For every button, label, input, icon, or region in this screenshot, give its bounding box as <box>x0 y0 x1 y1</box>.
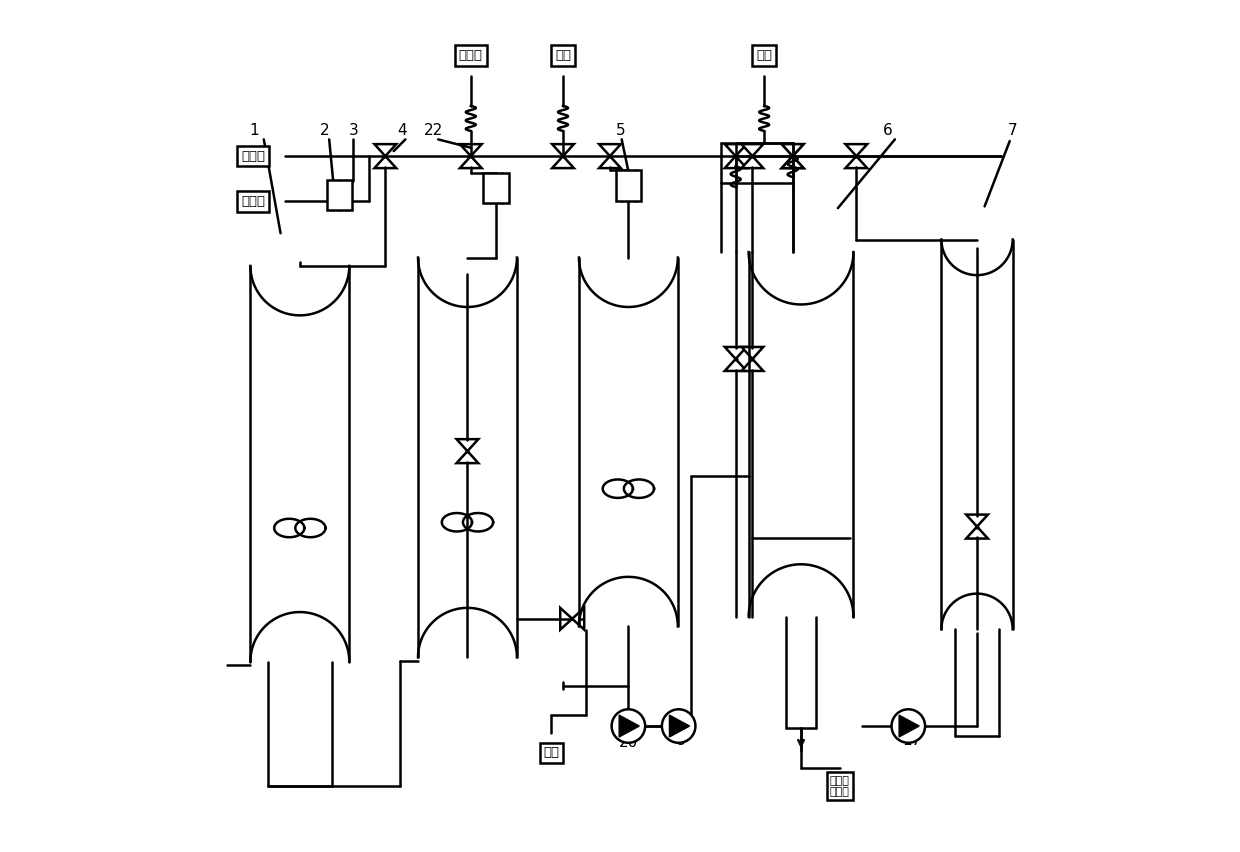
Polygon shape <box>781 144 804 156</box>
Text: 8: 8 <box>676 733 686 748</box>
Text: 碱液: 碱液 <box>556 49 570 62</box>
Text: 6: 6 <box>883 124 893 139</box>
Circle shape <box>611 709 645 743</box>
Text: 活性碳: 活性碳 <box>459 49 482 62</box>
Polygon shape <box>724 347 746 359</box>
Text: 2: 2 <box>320 124 330 139</box>
Polygon shape <box>742 347 764 359</box>
Text: 氯化钯: 氯化钯 <box>241 195 265 208</box>
Polygon shape <box>846 156 867 168</box>
Polygon shape <box>599 156 621 168</box>
Polygon shape <box>670 715 689 737</box>
Text: 1: 1 <box>249 124 259 139</box>
Text: 4: 4 <box>397 124 407 139</box>
Text: 洗涤液
排放口: 洗涤液 排放口 <box>830 775 849 797</box>
Text: 除盐水: 除盐水 <box>241 150 265 163</box>
Polygon shape <box>724 359 746 371</box>
Bar <box>484 173 508 203</box>
Bar <box>616 170 641 200</box>
Polygon shape <box>742 144 764 156</box>
Polygon shape <box>724 144 746 156</box>
Polygon shape <box>742 156 764 168</box>
Polygon shape <box>724 156 746 168</box>
Polygon shape <box>846 144 867 156</box>
Polygon shape <box>374 156 397 168</box>
Text: 22: 22 <box>424 124 443 139</box>
Text: 3: 3 <box>348 124 358 139</box>
Text: 20: 20 <box>619 735 639 751</box>
Polygon shape <box>456 439 479 452</box>
Text: 氮气: 氮气 <box>756 49 773 62</box>
Text: 19: 19 <box>539 752 558 767</box>
Polygon shape <box>572 607 584 630</box>
Circle shape <box>662 709 696 743</box>
Polygon shape <box>966 515 988 527</box>
Polygon shape <box>560 607 572 630</box>
Polygon shape <box>899 715 919 737</box>
Text: 氢气: 氢气 <box>543 746 559 759</box>
Polygon shape <box>781 156 804 168</box>
Circle shape <box>892 709 925 743</box>
Text: 5: 5 <box>616 124 626 139</box>
Polygon shape <box>619 715 640 737</box>
Polygon shape <box>460 156 481 168</box>
Text: 7: 7 <box>1007 124 1017 139</box>
Polygon shape <box>552 156 574 168</box>
Polygon shape <box>460 144 481 156</box>
Polygon shape <box>742 359 764 371</box>
Polygon shape <box>781 144 804 156</box>
Polygon shape <box>599 144 621 156</box>
Polygon shape <box>966 527 988 538</box>
Polygon shape <box>374 144 397 156</box>
Polygon shape <box>456 452 479 463</box>
Polygon shape <box>781 156 804 168</box>
Text: 17: 17 <box>901 733 921 748</box>
Polygon shape <box>552 144 574 156</box>
Bar <box>326 180 352 210</box>
